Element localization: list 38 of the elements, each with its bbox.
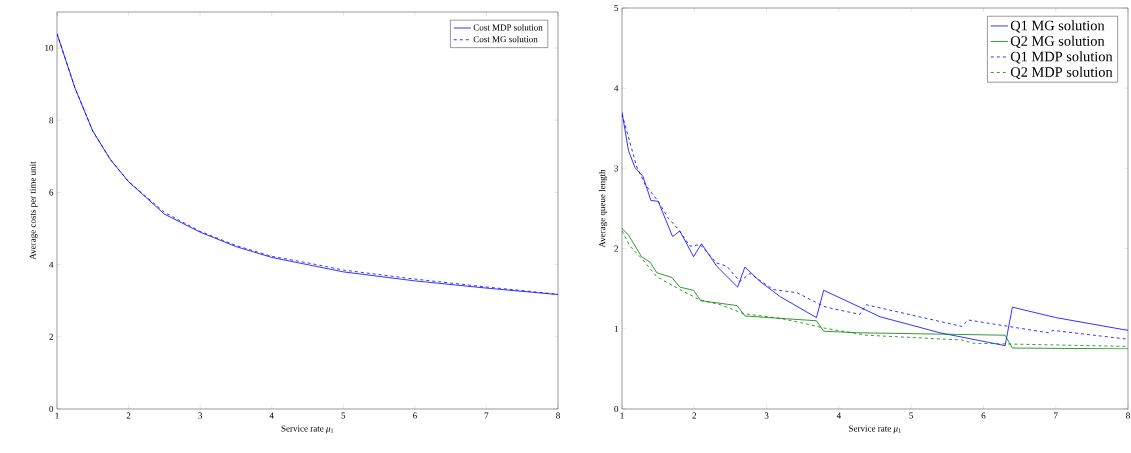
legend-label: Q2 MDP solution	[1010, 66, 1113, 80]
y-tick-label: 6	[49, 189, 54, 196]
x-tick-label: 5	[909, 412, 914, 419]
y-tick-label: 10	[45, 45, 54, 52]
x-tick-label: 6	[981, 412, 986, 419]
x-tick-label: 2	[692, 412, 697, 419]
x-tick-label: 8	[1126, 412, 1130, 419]
legend-label: Cost MG solution	[473, 35, 538, 43]
x-tick-label: 3	[198, 412, 203, 419]
x-tick-label: 5	[341, 412, 346, 419]
y-tick-label: 5	[614, 5, 619, 11]
legend-label: Q1 MG solution	[1010, 20, 1105, 33]
x-tick-label: 7	[1054, 412, 1058, 419]
y-tick-label: 1	[614, 325, 618, 332]
y-tick-label: 0	[614, 405, 619, 413]
x-tick-label: 1	[620, 412, 624, 419]
x-axis-title: Service rate μ$_{1}$	[281, 425, 334, 434]
x-tick-label: 3	[764, 412, 769, 419]
y-tick-label: 4	[49, 261, 54, 268]
x-tick-label: 4	[836, 412, 841, 419]
legend-label: Q2 MG solution	[1010, 35, 1105, 49]
x-tick-label: 2	[126, 412, 131, 419]
y-tick-label: 4	[614, 85, 619, 92]
x-tick-label: 8	[556, 412, 560, 419]
legend-label: Q1 MDP solution	[1010, 51, 1113, 64]
legend-label: Cost MDP solution	[473, 24, 543, 31]
x-axis-title: Service rate μ$_{1}$	[849, 425, 901, 434]
x-tick-label: 4	[269, 412, 274, 419]
y-tick-label: 8	[49, 117, 54, 124]
y-tick-label: 3	[614, 165, 619, 172]
y-axis-title: Average costs per time unit	[29, 161, 38, 260]
x-tick-label: 7	[484, 412, 489, 419]
y-tick-label: 0	[49, 405, 54, 413]
x-tick-label: 1	[55, 412, 59, 419]
y-tick-label: 2	[614, 245, 618, 252]
y-tick-label: 2	[49, 333, 53, 340]
x-tick-label: 6	[413, 412, 417, 419]
y-axis-title: Average queue length	[598, 169, 608, 248]
